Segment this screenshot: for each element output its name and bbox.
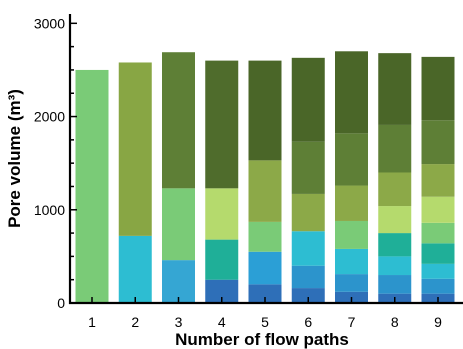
bar-7-segment-2: [335, 274, 368, 292]
bar-6-segment-3: [291, 231, 325, 266]
bar-8-segment-7: [378, 124, 412, 173]
bar-9-segment-8: [421, 120, 455, 165]
bar-4-segment-1: [205, 279, 239, 303]
x-tick-label-4: 4: [218, 314, 226, 330]
bar-6-segment-6: [291, 57, 325, 142]
bar-3-segment-2: [162, 188, 195, 261]
bar-5-segment-2: [248, 251, 282, 285]
bar-8-segment-3: [378, 256, 412, 276]
y-tick-label: 0: [57, 295, 65, 311]
x-tick-label-3: 3: [175, 314, 183, 330]
bar-9-segment-7: [421, 164, 455, 197]
bar-4-segment-4: [205, 60, 239, 189]
bar-8-segment-2: [378, 275, 412, 294]
bar-6-segment-2: [291, 265, 325, 289]
bar-6-segment-1: [291, 288, 325, 303]
y-tick-label: 2000: [34, 109, 65, 125]
bar-7-segment-4: [335, 220, 368, 249]
bar-5-segment-5: [248, 60, 282, 161]
bar-3-segment-3: [162, 52, 195, 189]
y-tick-label: 1000: [34, 202, 65, 218]
bar-5-segment-1: [248, 284, 282, 303]
bar-2-segment-1: [118, 235, 152, 303]
x-axis-title: Number of flow paths: [175, 330, 349, 349]
x-tick-label-7: 7: [348, 314, 356, 330]
bar-8-segment-6: [378, 172, 412, 207]
bar-8-segment-8: [378, 53, 412, 125]
bar-2-segment-2: [118, 62, 152, 236]
bar-5-segment-3: [248, 221, 282, 252]
bars-layer: [75, 51, 455, 303]
bar-9-segment-4: [421, 243, 455, 264]
y-axis-title: Pore volume (m³): [5, 89, 24, 228]
bar-9-segment-5: [421, 222, 455, 244]
x-tick-label-6: 6: [304, 314, 312, 330]
bar-5-segment-4: [248, 160, 282, 222]
bar-8-segment-5: [378, 206, 412, 234]
bar-6-segment-4: [291, 193, 325, 232]
bar-7-segment-6: [335, 133, 368, 186]
bar-9-segment-9: [421, 56, 455, 121]
bar-6-segment-5: [291, 141, 325, 194]
bar-9-segment-6: [421, 196, 455, 223]
bar-7-segment-7: [335, 51, 368, 134]
bar-7-segment-5: [335, 185, 368, 221]
bar-3-segment-1: [162, 260, 195, 303]
bar-1-segment-1: [75, 69, 109, 303]
bar-4-segment-2: [205, 239, 239, 280]
axes-layer: [68, 14, 463, 305]
x-tick-label-5: 5: [261, 314, 269, 330]
bar-4-segment-3: [205, 188, 239, 240]
bar-8-segment-4: [378, 233, 412, 257]
y-tick-label: 3000: [34, 15, 65, 31]
bar-7-segment-3: [335, 248, 368, 275]
x-tick-label-9: 9: [434, 314, 442, 330]
bar-9-segment-2: [421, 278, 455, 294]
bar-9-segment-3: [421, 263, 455, 279]
x-tick-label-1: 1: [88, 314, 96, 330]
x-tick-label-2: 2: [131, 314, 139, 330]
x-tick-label-8: 8: [391, 314, 399, 330]
labels-layer: 0 1000 2000 3000 1 2 3 4 5 6 7 8 9: [34, 15, 442, 330]
